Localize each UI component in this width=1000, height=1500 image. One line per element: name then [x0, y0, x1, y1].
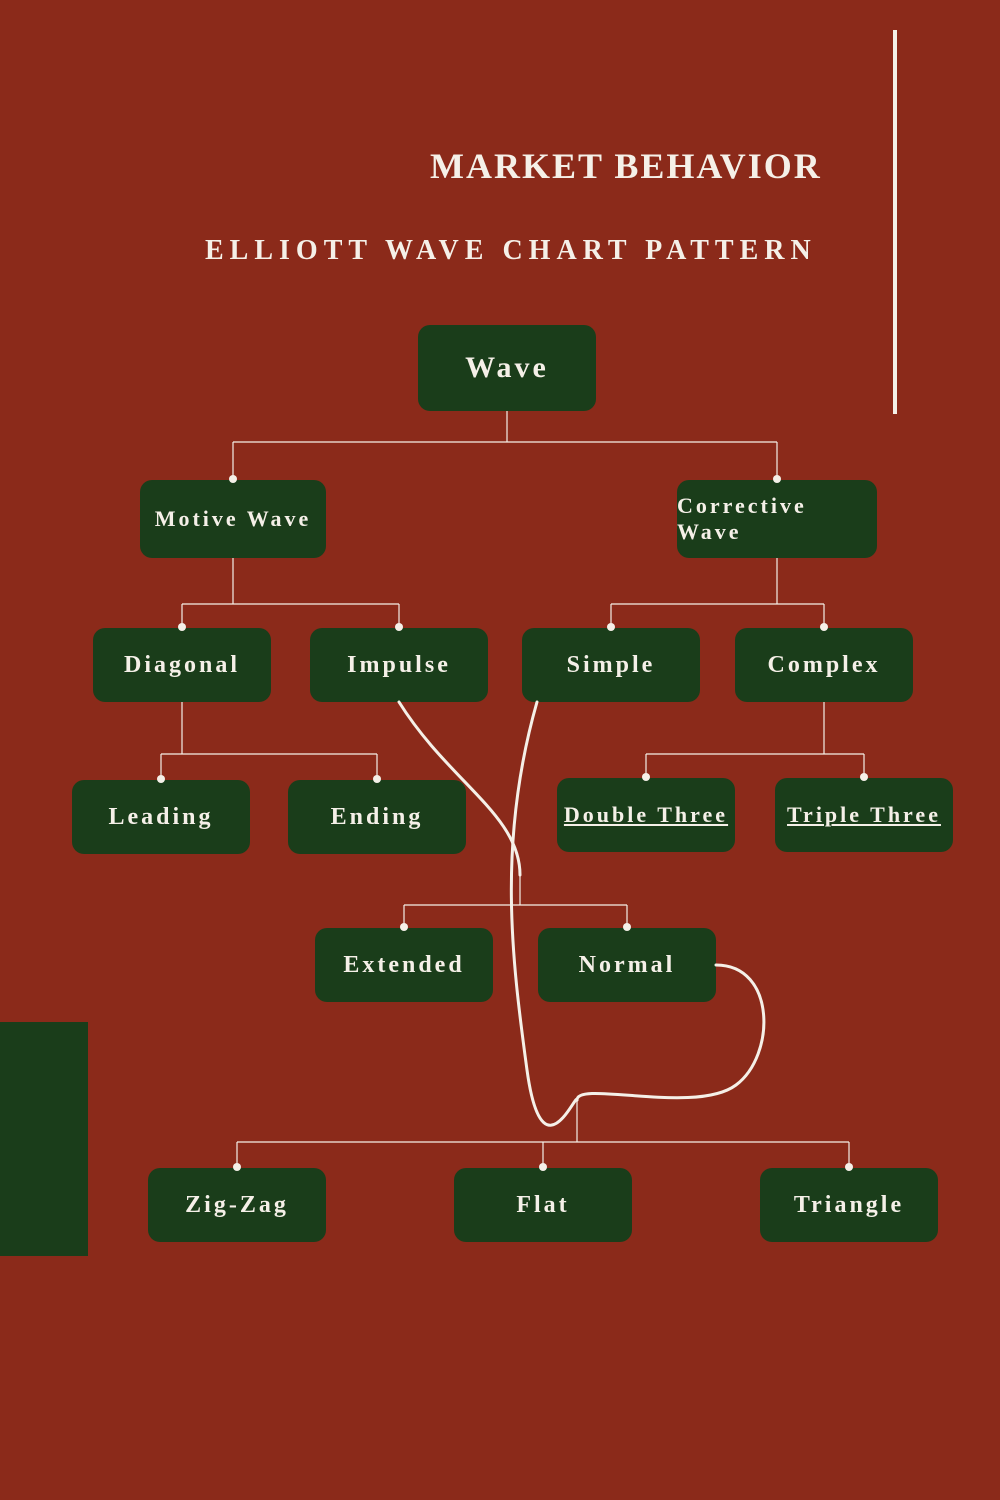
decor-block-left: [0, 1022, 88, 1256]
node-label: Extended: [343, 952, 464, 979]
node-label: Wave: [465, 351, 549, 385]
node-wave: Wave: [418, 325, 596, 411]
node-motive: Motive Wave: [140, 480, 326, 558]
decor-vertical-line: [893, 30, 897, 414]
node-triplethree: Triple Three: [775, 778, 953, 852]
node-label: Triangle: [794, 1192, 904, 1219]
node-leading: Leading: [72, 780, 250, 854]
node-diagonal: Diagonal: [93, 628, 271, 702]
node-triangle: Triangle: [760, 1168, 938, 1242]
node-label: Simple: [567, 652, 656, 679]
node-extended: Extended: [315, 928, 493, 1002]
node-label: Double Three: [564, 802, 728, 828]
node-label: Triple Three: [787, 802, 941, 828]
node-label: Zig-Zag: [185, 1192, 289, 1219]
page-title: MARKET BEHAVIOR: [430, 145, 822, 187]
node-label: Complex: [768, 652, 881, 679]
node-impulse: Impulse: [310, 628, 488, 702]
node-flat: Flat: [454, 1168, 632, 1242]
node-label: Motive Wave: [155, 506, 312, 532]
node-doublethree: Double Three: [557, 778, 735, 852]
node-label: Diagonal: [124, 652, 240, 679]
node-label: Corrective Wave: [677, 493, 877, 545]
node-corrective: Corrective Wave: [677, 480, 877, 558]
node-label: Normal: [579, 952, 676, 979]
node-label: Leading: [108, 804, 213, 831]
connector-lines: [0, 0, 1000, 1500]
node-zigzag: Zig-Zag: [148, 1168, 326, 1242]
node-label: Ending: [331, 804, 424, 831]
node-label: Flat: [516, 1192, 569, 1219]
node-complex: Complex: [735, 628, 913, 702]
node-label: Impulse: [347, 652, 451, 679]
node-simple: Simple: [522, 628, 700, 702]
page-subtitle: ELLIOTT WAVE CHART PATTERN: [205, 235, 817, 267]
node-ending: Ending: [288, 780, 466, 854]
node-normal: Normal: [538, 928, 716, 1002]
